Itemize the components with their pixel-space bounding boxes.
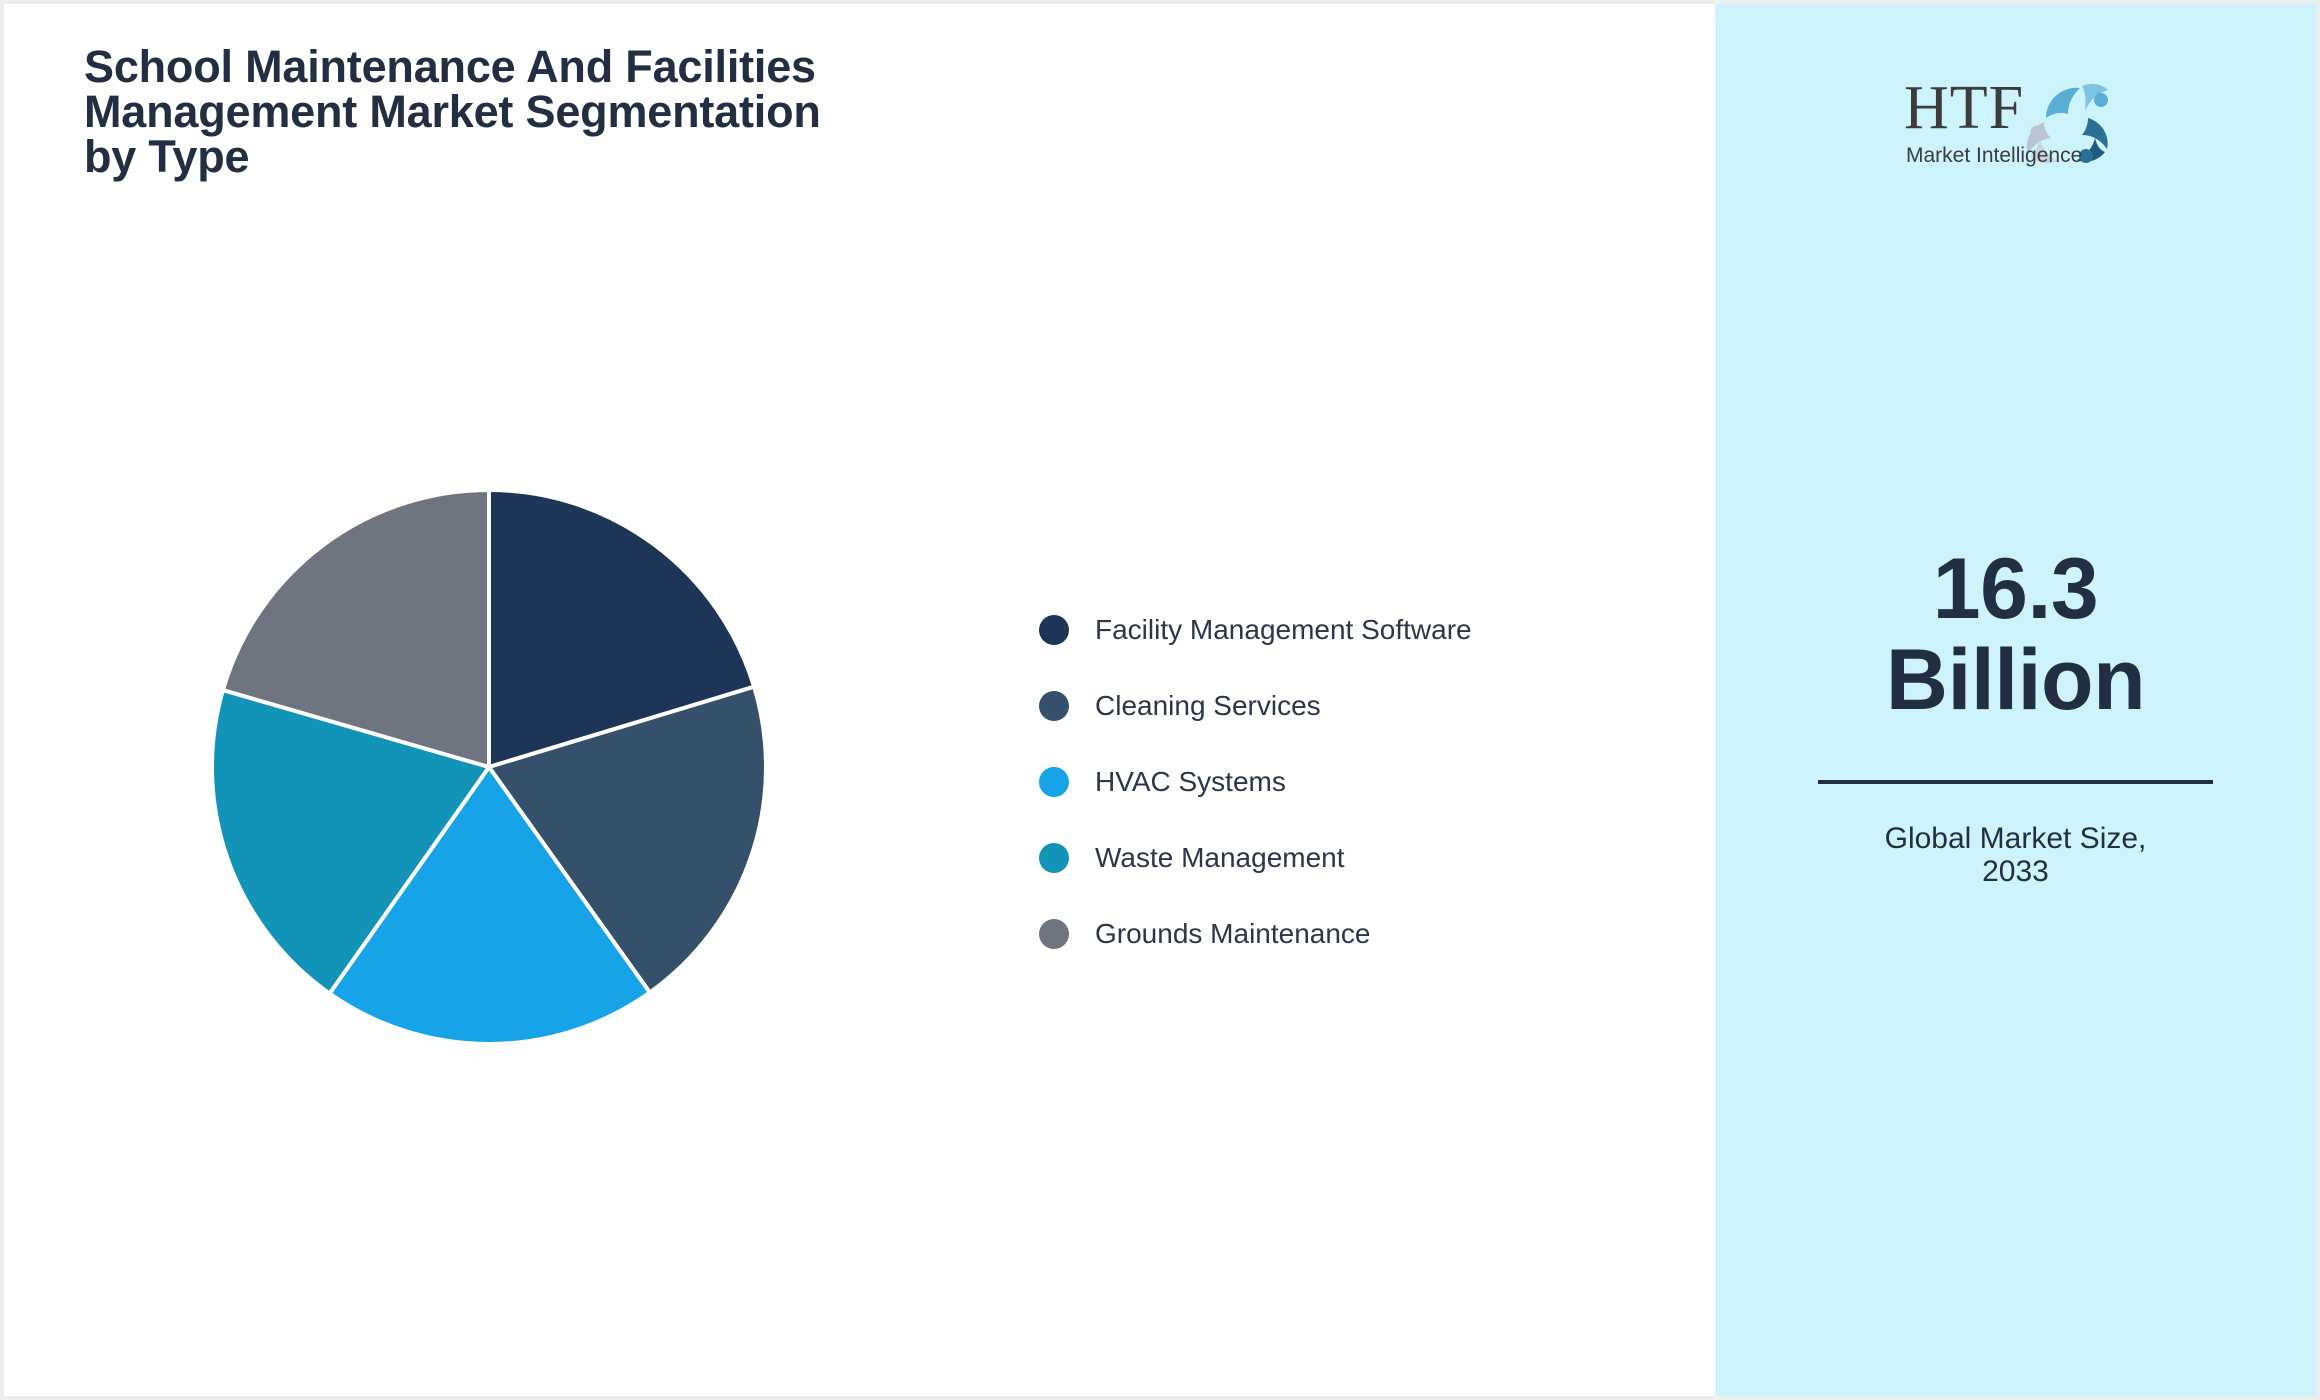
legend-item: Cleaning Services [1039, 668, 1599, 744]
logo-triskelion-icon [2026, 83, 2108, 164]
pie-chart [204, 482, 774, 1052]
pie-slice [220, 488, 491, 769]
legend-item-label: Facility Management Software [1095, 614, 1472, 645]
stat-value: 16.3 Billion [1885, 541, 2146, 729]
legend-item-label: Waste Management [1095, 842, 1345, 873]
pie-slice-group [210, 488, 768, 1046]
legend-item: Waste Management [1039, 820, 1599, 896]
page-title: School Maintenance And Facilities Manage… [84, 41, 821, 182]
chart-legend: Facility Management Software Cleaning Ser… [1039, 592, 1599, 972]
legend-swatch-icon [1039, 691, 1069, 721]
svg-text:HTF: HTF [1904, 74, 2024, 142]
legend-swatch-icon [1039, 919, 1069, 949]
stat-block: 16.3 Billion Global Market Size, 2033 [1715, 541, 2316, 889]
legend-swatch-icon [1039, 767, 1069, 797]
pie-slice [487, 684, 768, 995]
legend-item-label: Grounds Maintenance [1095, 918, 1371, 949]
pie-slice [487, 488, 757, 769]
legend-item-label: Cleaning Services [1095, 690, 1321, 721]
stat-caption: Global Market Size, 2033 [1884, 822, 2147, 889]
legend-swatch-icon [1039, 615, 1069, 645]
legend-swatch-icon [1039, 843, 1069, 873]
pie-slice [210, 688, 491, 996]
legend-item: Grounds Maintenance [1039, 896, 1599, 972]
stat-divider [1818, 780, 2213, 785]
legend-item-label: HVAC Systems [1095, 766, 1286, 797]
stat-sidebar: HTF Market Intelligence 16.3 Bill [1715, 4, 2316, 1396]
logo-svg: HTF Market Intelligence [1904, 74, 2108, 167]
main-panel: School Maintenance And Facilities Manage… [4, 4, 1715, 1396]
legend-item: HVAC Systems [1039, 744, 1599, 820]
legend-item: Facility Management Software [1039, 592, 1599, 668]
pie-slice [327, 765, 652, 1046]
htf-market-intelligence-logo: HTF Market Intelligence [1896, 66, 2136, 170]
logo-subtitle: Market Intelligence [1906, 144, 2082, 167]
pie-chart-svg [210, 488, 768, 1046]
